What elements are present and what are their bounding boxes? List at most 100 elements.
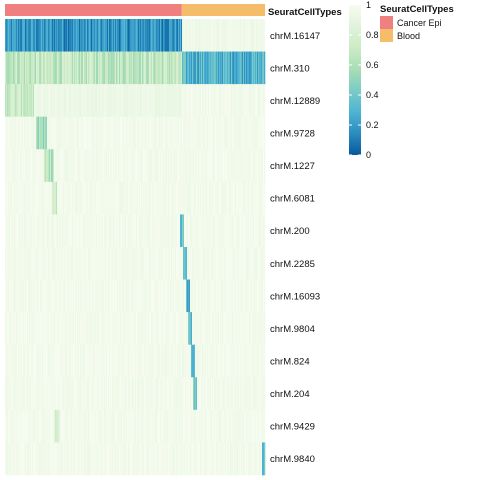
heatmap-cell xyxy=(216,312,218,346)
heatmap-cell xyxy=(51,214,53,248)
heatmap-cell xyxy=(124,149,126,183)
heatmap-cell xyxy=(208,19,210,52)
heatmap-cell xyxy=(155,116,157,150)
heatmap-cell xyxy=(34,279,36,313)
heatmap-cell xyxy=(190,181,192,215)
heatmap-cell xyxy=(69,377,71,411)
heatmap-cell xyxy=(35,344,37,378)
heatmap-cell xyxy=(75,247,77,280)
heatmap-cell xyxy=(71,279,73,313)
heatmap-cell xyxy=(71,149,73,183)
heatmap-cell xyxy=(31,442,33,476)
heatmap-cell xyxy=(48,116,50,150)
heatmap-cell xyxy=(43,19,45,52)
heatmap-cell xyxy=(258,214,260,248)
heatmap-cell xyxy=(45,442,47,476)
heatmap-cell xyxy=(160,51,162,85)
heatmap-cell xyxy=(40,19,42,52)
heatmap-cell xyxy=(203,247,205,280)
heatmap-cell xyxy=(65,181,67,215)
heatmap-cell xyxy=(182,312,184,346)
heatmap-row-chrM.310 xyxy=(5,51,266,85)
heatmap-cell xyxy=(184,247,186,280)
heatmap-cell xyxy=(127,51,129,85)
heatmap-cell xyxy=(26,312,28,346)
heatmap-cell xyxy=(68,377,70,411)
heatmap-cell xyxy=(12,247,14,280)
heatmap-cell xyxy=(56,377,58,411)
heatmap-cell xyxy=(199,344,201,378)
heatmap-cell xyxy=(173,19,175,52)
heatmap-cell xyxy=(14,247,16,280)
heatmap-cell xyxy=(85,279,87,313)
heatmap-cell xyxy=(158,19,160,52)
heatmap-cell xyxy=(65,214,67,248)
heatmap-cell xyxy=(81,19,83,52)
heatmap-cell xyxy=(108,51,110,85)
heatmap-cell xyxy=(44,312,46,346)
heatmap-cell xyxy=(24,344,26,378)
heatmap-cell xyxy=(199,409,201,443)
heatmap-cell xyxy=(12,149,14,183)
heatmap-cell xyxy=(59,181,61,215)
heatmap-cell xyxy=(194,344,196,378)
heatmap-cell xyxy=(177,442,179,476)
heatmap-cell xyxy=(249,51,251,85)
heatmap-cell xyxy=(224,377,226,411)
heatmap-cell xyxy=(190,214,192,248)
heatmap-cell xyxy=(157,51,159,85)
heatmap-cell xyxy=(192,344,194,378)
heatmap-cell xyxy=(95,181,97,215)
heatmap-cell xyxy=(162,19,164,52)
heatmap-cell xyxy=(188,19,190,52)
heatmap-cell xyxy=(84,181,86,215)
heatmap-cell xyxy=(262,84,264,118)
heatmap-cell xyxy=(156,51,158,85)
heatmap-cell xyxy=(209,344,211,378)
heatmap-cell xyxy=(106,84,108,118)
heatmap-cell xyxy=(242,279,244,313)
heatmap-cell xyxy=(13,84,15,118)
heatmap-cell xyxy=(53,409,55,443)
heatmap-cell xyxy=(46,442,48,476)
heatmap-cell xyxy=(252,247,254,280)
heatmap-cell xyxy=(43,116,45,150)
heatmap-cell xyxy=(175,84,177,118)
heatmap-cell xyxy=(76,279,78,313)
heatmap-cell xyxy=(125,214,127,248)
heatmap-cell xyxy=(108,19,110,52)
heatmap-cell xyxy=(130,214,132,248)
heatmap-cell xyxy=(110,84,112,118)
heatmap-cell xyxy=(149,409,151,443)
heatmap-cell xyxy=(76,442,78,476)
heatmap-cell xyxy=(55,19,57,52)
heatmap-cell xyxy=(198,149,200,183)
heatmap-cell xyxy=(148,181,150,215)
heatmap-cell xyxy=(22,344,24,378)
heatmap-cell xyxy=(96,84,98,118)
heatmap-cell xyxy=(120,312,122,346)
heatmap-cell xyxy=(189,409,191,443)
heatmap-cell xyxy=(129,116,131,150)
heatmap-cell xyxy=(160,344,162,378)
heatmap-cell xyxy=(192,51,194,85)
heatmap-cell xyxy=(193,442,195,476)
heatmap-cell xyxy=(102,181,104,215)
heatmap-cell xyxy=(220,312,222,346)
heatmap-cell xyxy=(89,84,91,118)
heatmap-cell xyxy=(176,344,178,378)
heatmap-cell xyxy=(25,19,27,52)
heatmap-cell xyxy=(192,84,194,118)
heatmap-cell xyxy=(15,181,17,215)
heatmap-cell xyxy=(253,149,255,183)
heatmap-cell xyxy=(87,344,89,378)
heatmap-cell xyxy=(203,312,205,346)
heatmap-cell xyxy=(97,344,99,378)
heatmap-cell xyxy=(259,51,261,85)
heatmap-cell xyxy=(243,344,245,378)
heatmap-cell xyxy=(202,442,204,476)
heatmap-cell xyxy=(142,312,144,346)
heatmap-cell xyxy=(252,279,254,313)
heatmap-cell xyxy=(234,377,236,411)
heatmap-cell xyxy=(95,279,97,313)
